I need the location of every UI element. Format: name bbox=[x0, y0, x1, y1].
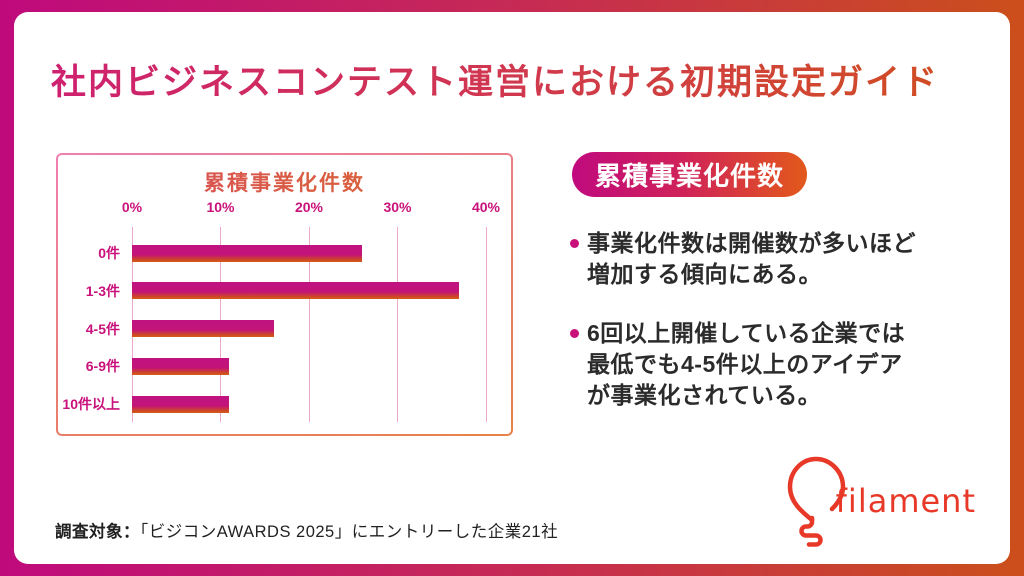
x-tick-label: 40% bbox=[471, 199, 501, 215]
bar bbox=[132, 282, 460, 300]
filament-logo: filament bbox=[780, 450, 976, 554]
x-tick-label: 20% bbox=[294, 199, 324, 215]
plot-area bbox=[131, 227, 487, 422]
x-axis-labels: 0% 10% 20% 30% 40% bbox=[122, 199, 500, 219]
x-tick-label: 30% bbox=[383, 199, 412, 215]
grid-line bbox=[485, 227, 487, 422]
x-tick-label: 0% bbox=[121, 199, 143, 215]
grid-line bbox=[308, 227, 310, 422]
bar-category-label: 0件 bbox=[98, 245, 120, 261]
logo-wordmark: filament bbox=[835, 482, 976, 520]
survey-note-text: 「ビジコンAWARDS 2025」にエントリーした企業21社 bbox=[140, 523, 559, 541]
survey-note-label: 調査対象： bbox=[55, 523, 140, 541]
chart-title: 累積事業化件数 bbox=[58, 167, 511, 197]
bar-category-label: 10件以上 bbox=[62, 396, 120, 412]
chart-inner: 累積事業化件数 0% 10% 20% 30% 40% 0件 1-3件 4-5件 6-9件 10件… bbox=[58, 155, 511, 434]
bar bbox=[132, 244, 363, 262]
bullet-item: 6回以上開催している企業では 最低でも4-5件以上のアイデア が事業化されている… bbox=[570, 318, 980, 411]
lightbulb-icon bbox=[787, 456, 845, 547]
bar-category-label: 6-9件 bbox=[85, 358, 120, 375]
bar bbox=[132, 357, 230, 375]
bullet-item: 事業化件数は開催数が多いほど 増加する傾向にある。 bbox=[570, 228, 980, 290]
chart-panel: 累積事業化件数 0% 10% 20% 30% 40% 0件 1-3件 4-5件 6-9件 10件… bbox=[56, 153, 513, 436]
slide-card: 社内ビジネスコンテスト運営における初期設定ガイド 累積事業化件数 0% 10% 20… bbox=[14, 12, 1010, 564]
bar bbox=[132, 320, 274, 337]
section-badge: 累積事業化件数 bbox=[572, 152, 808, 197]
bullet-list: 事業化件数は開催数が多いほど 増加する傾向にある。 6回以上開催している企業では… bbox=[570, 228, 980, 439]
bar-category-label: 4-5件 bbox=[85, 320, 120, 337]
y-axis-labels: 0件 1-3件 4-5件 6-9件 10件以上 bbox=[58, 227, 122, 422]
bar-category-label: 1-3件 bbox=[85, 282, 120, 299]
survey-note: 調査対象：「ビジコンAWARDS 2025」にエントリーした企業21社 bbox=[55, 518, 558, 542]
grid-line bbox=[397, 227, 398, 422]
x-tick-label: 10% bbox=[206, 199, 235, 215]
page-title: 社内ビジネスコンテスト運営における初期設定ガイド bbox=[51, 54, 981, 105]
bar bbox=[132, 395, 230, 413]
